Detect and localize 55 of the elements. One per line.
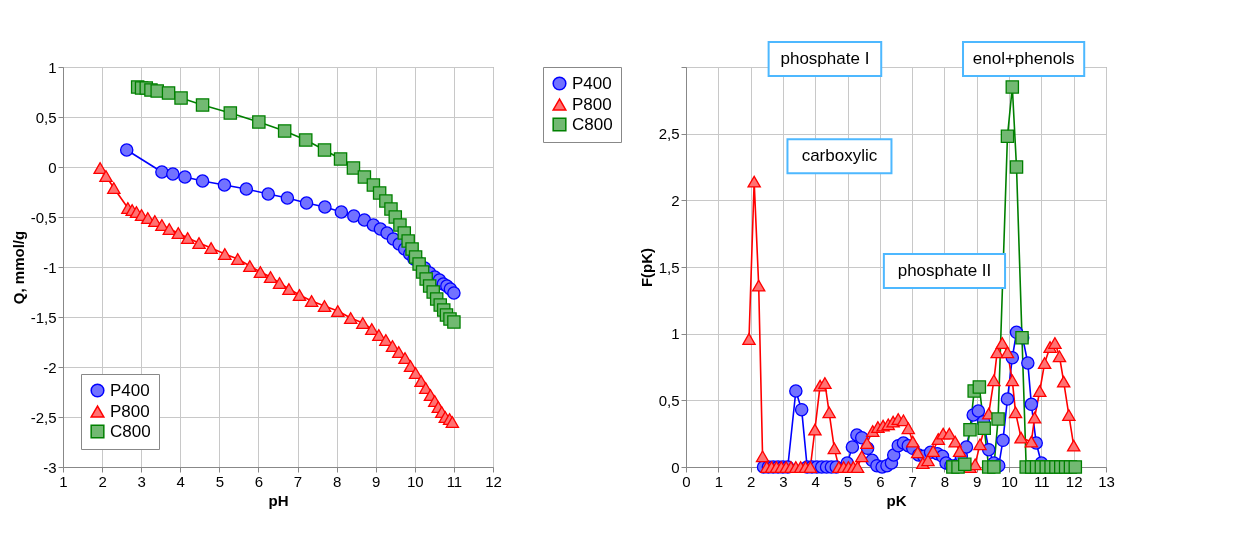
x-tick-label: 0	[682, 472, 691, 490]
x-tick-label: 10	[406, 472, 424, 490]
annotation: phosphate II	[897, 261, 992, 280]
x-tick-label: 6	[254, 472, 264, 490]
x-tick-label: 10	[1001, 472, 1018, 490]
x-tick-label: 4	[176, 472, 185, 490]
x-tick-label: 1	[714, 472, 723, 490]
y-tick-label: 1	[671, 325, 680, 343]
y-tick-label: -3	[43, 458, 57, 476]
y-tick-label: 0,5	[35, 108, 57, 126]
x-tick-label: 8	[940, 472, 950, 490]
y-tick-label: 2,5	[658, 125, 680, 143]
x-axis-title: pK	[886, 491, 907, 509]
x-tick-label: 1	[59, 472, 68, 490]
x-tick-label: 3	[137, 472, 146, 490]
x-tick-label: 6	[876, 472, 885, 490]
x-tick-label: 12	[1065, 472, 1083, 490]
y-tick-label: -2,5	[30, 408, 57, 426]
x-axis-title: pH	[268, 491, 289, 509]
y-tick-label: -1	[43, 258, 57, 276]
x-tick-label: 11	[1034, 472, 1050, 490]
x-tick-label: 2	[98, 472, 107, 490]
x-tick-label: 9	[372, 472, 381, 490]
x-tick-label: 7	[908, 472, 917, 490]
x-tick-label: 5	[215, 472, 225, 490]
y-tick-label: 1	[48, 58, 57, 76]
y-tick-label: 2	[671, 191, 680, 209]
legend-label: C800	[110, 421, 151, 441]
legend-label: C800	[572, 114, 613, 134]
y-axis-title: F(pK)	[637, 247, 655, 288]
y-tick-label: 0,5	[658, 391, 680, 409]
annotation: carboxylic	[801, 146, 878, 166]
x-tick-label: 13	[1098, 472, 1115, 490]
annotation: enol+phenols	[972, 49, 1075, 68]
legend-label: P400	[572, 73, 612, 93]
y-tick-label: -0,5	[30, 208, 57, 226]
x-tick-label: 3	[779, 472, 788, 490]
x-tick-label: 12	[485, 472, 502, 490]
x-tick-label: 11	[446, 472, 463, 490]
x-tick-label: 4	[811, 472, 820, 490]
x-tick-label: 8	[332, 472, 342, 490]
legend-label: P800	[572, 94, 612, 114]
x-tick-label: 2	[746, 472, 756, 490]
x-tick-label: 5	[843, 472, 853, 490]
annotation: phosphate I	[780, 49, 870, 68]
y-axis-title: Q, mmol/g	[9, 230, 27, 305]
x-tick-label: 7	[293, 472, 303, 490]
y-tick-label: -1,5	[30, 308, 57, 326]
y-tick-label: -2	[43, 358, 57, 376]
y-tick-label: 1,5	[658, 258, 680, 276]
y-tick-label: 0	[48, 158, 57, 176]
y-tick-label: 0	[671, 458, 680, 476]
legend-label: P400	[110, 380, 150, 400]
legend-label: P800	[110, 401, 150, 421]
x-tick-label: 9	[973, 472, 982, 490]
